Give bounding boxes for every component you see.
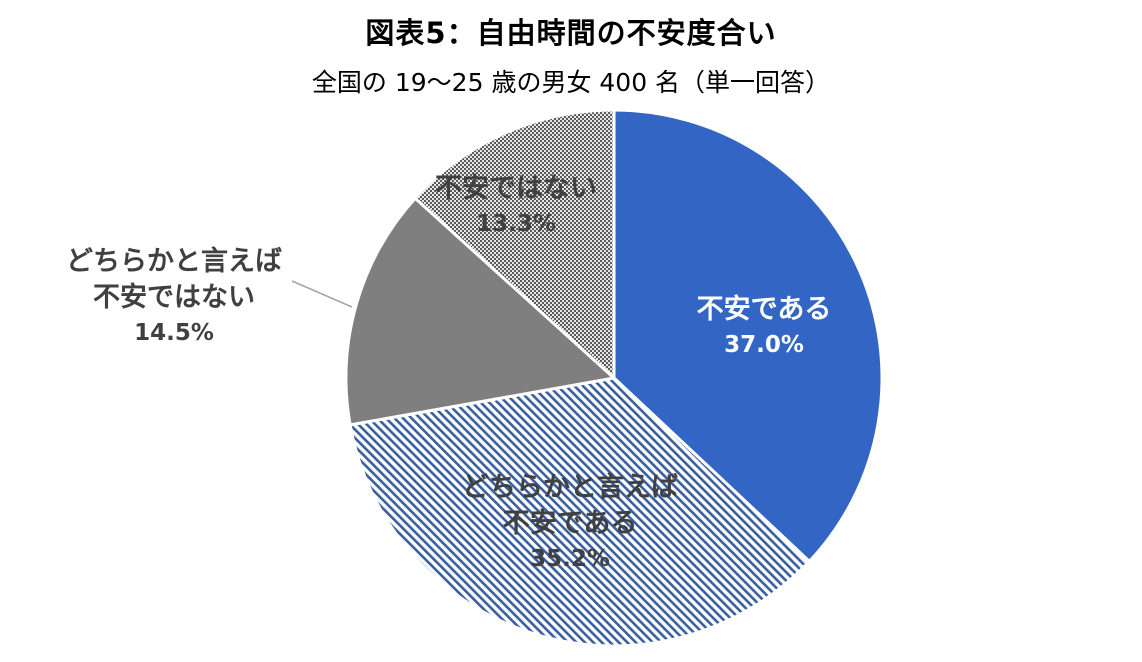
pie-slice-4 [413,108,616,382]
chart-subtitle: 全国の 19～25 歳の男女 400 名（単一回答） [311,68,831,97]
pie-slice-1 [612,108,884,564]
slice-value-3: 14.5% [134,320,214,346]
slice-label-3-line-2: 不安ではない [93,282,255,313]
chart-title: 図表5：自由時間の不安度合い [365,16,777,50]
slice-label-1-line-1: 不安である [697,294,832,325]
leader-line [291,280,353,308]
pie-slices [344,108,884,648]
slice-label-2-line-2: 不安である [503,508,638,539]
pie-slice-3 [344,196,618,427]
slice-label-4-line-1: 不安ではない [435,173,597,204]
slice-label-2-line-1: どちらかと言えば [462,472,678,503]
slice-value-4: 13.3% [476,211,556,237]
slice-value-2: 35.2% [530,546,610,572]
slice-label-3-line-1: どちらかと言えば [66,246,282,277]
slice-value-1: 37.0% [724,332,804,358]
pie-labels: 不安である37.0%どちらかと言えば不安である35.2%どちらかと言えば不安では… [66,173,831,572]
pie-slice-2 [348,376,812,648]
